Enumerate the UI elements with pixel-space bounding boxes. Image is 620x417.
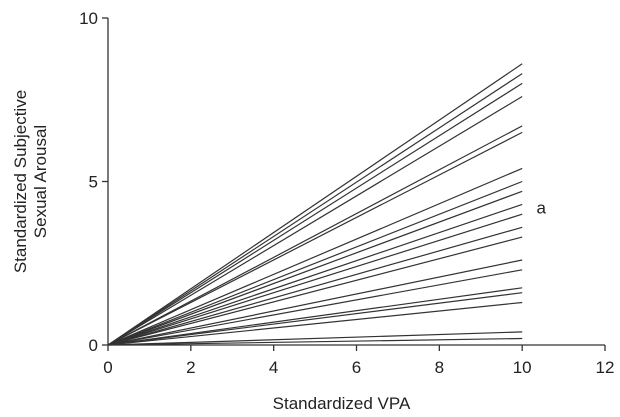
series-line-1	[107, 63, 523, 346]
x-tick-label: 4	[269, 358, 278, 377]
x-tick-label: 8	[435, 358, 444, 377]
y-tick-label: 0	[89, 336, 98, 355]
series-line-15	[107, 269, 523, 346]
series-line-10	[107, 203, 523, 346]
series-line-9	[107, 190, 523, 346]
annotation-label: a	[536, 199, 546, 218]
x-tick-label: 12	[596, 358, 615, 377]
series-line-5	[107, 125, 523, 346]
series-line-4	[107, 95, 523, 346]
x-tick-label: 6	[352, 358, 361, 377]
axes	[102, 17, 606, 351]
y-tick-label: 5	[89, 173, 98, 192]
series-line-19	[107, 331, 523, 346]
series-line-8	[107, 180, 523, 346]
series-line-17	[107, 292, 523, 346]
x-axis-title: Standardized VPA	[273, 394, 411, 413]
x-tick-label: 0	[103, 358, 112, 377]
x-tick-label: 2	[186, 358, 195, 377]
y-axis-title-line: Standardized Subjective	[11, 90, 30, 273]
series-line-18	[107, 301, 523, 346]
series-line-12	[107, 226, 523, 346]
series-line-16	[107, 287, 523, 346]
series-line-20	[107, 337, 523, 346]
axis-labels: 0 2 4 6 8 10 12 0 5 10 Standardized VPA Standardize…	[11, 9, 614, 413]
series-line-2	[107, 73, 523, 346]
y-tick-label: 10	[79, 9, 98, 28]
y-axis-title: Standardized SubjectiveSexual Arousal	[11, 90, 50, 273]
series-line-13	[107, 236, 523, 346]
series-line-3	[107, 82, 523, 346]
series-line-11	[107, 213, 523, 346]
y-axis-title-line: Sexual Arousal	[31, 125, 50, 238]
series-lines	[107, 63, 523, 346]
x-tick-label: 10	[513, 358, 532, 377]
series-line-7	[107, 167, 523, 346]
series-line-6	[107, 131, 523, 346]
series-line-14	[107, 259, 523, 346]
